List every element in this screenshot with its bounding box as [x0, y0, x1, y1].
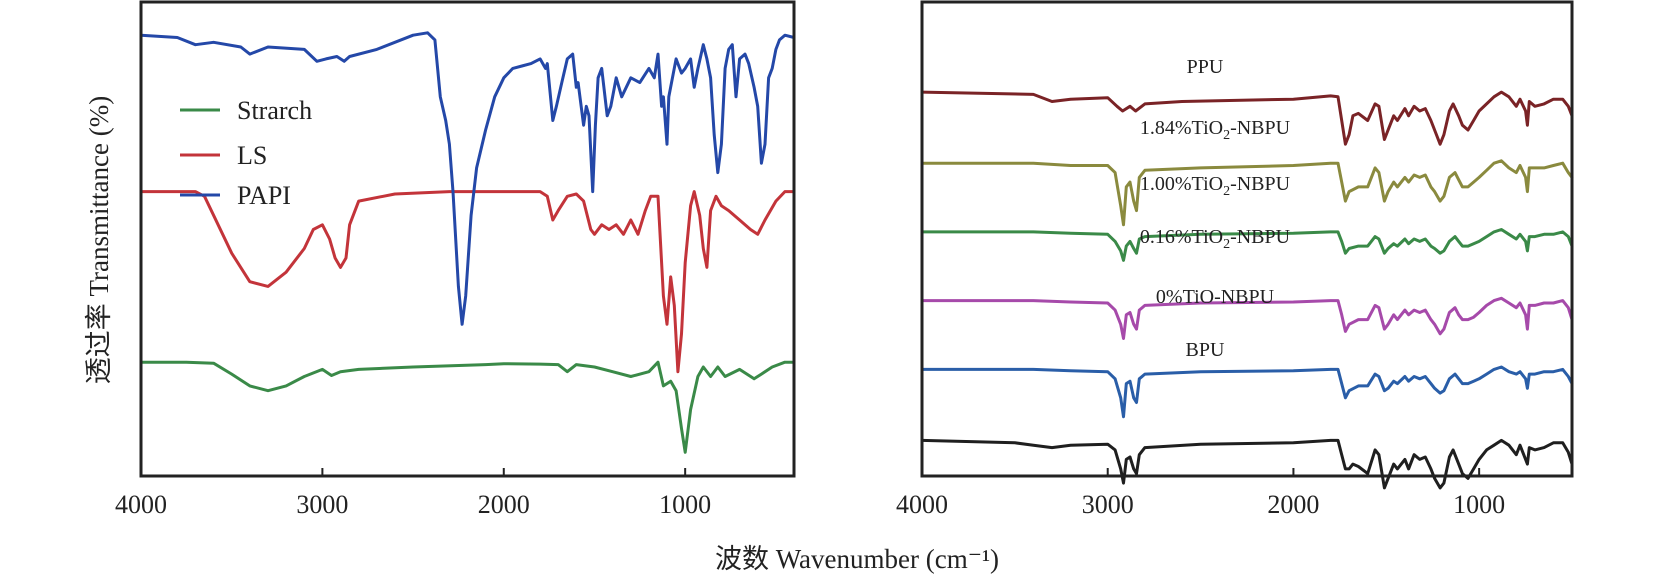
left-panel: 4000 3000 2000 1000 Strarch LS PAPI: [115, 0, 796, 519]
series-line-1-00-tio2-nbpu: [920, 228, 1574, 262]
series-line-ls: [139, 190, 796, 374]
right-panel: 4000 3000 2000 1000 PPU 1.84%TiO2-NBPU 1.00%T…: [896, 0, 1574, 519]
x-tick-label: 1000: [1453, 490, 1505, 519]
right-plot-frame: [920, 0, 1574, 478]
x-tick-label: 1000: [659, 490, 711, 519]
series-label: 1.84%TiO2-NBPU: [1140, 117, 1291, 143]
x-tick-label: 4000: [896, 490, 948, 519]
x-tick-label: 2000: [478, 490, 530, 519]
x-tick-label: 3000: [296, 490, 348, 519]
right-series-labels: PPU 1.84%TiO2-NBPU 1.00%TiO2-NBPU 0.16%TiO2…: [1140, 56, 1291, 361]
series-label: 0%TiO-NBPU: [1156, 286, 1275, 308]
left-plot-frame: [139, 0, 796, 478]
series-line-ppu: [920, 90, 1574, 146]
x-tick-label: 3000: [1082, 490, 1134, 519]
series-line-bpu: [920, 438, 1574, 490]
x-axis-title: 波数 Wavenumber (cm⁻¹): [715, 544, 999, 574]
series-line-0-16-tio2-nbpu: [920, 296, 1574, 340]
y-axis-title: 透过率 Transmittance (%): [84, 96, 114, 384]
legend-label: PAPI: [237, 181, 291, 210]
series-label: 0.16%TiO2-NBPU: [1140, 226, 1291, 252]
right-series-layer: [920, 90, 1574, 490]
left-legend: Strarch LS PAPI: [180, 96, 312, 210]
left-x-ticks: 4000 3000 2000 1000: [115, 468, 711, 519]
series-line-0-tio-nbpu: [920, 365, 1574, 419]
series-line-strarch: [139, 360, 796, 454]
series-label: PPU: [1187, 56, 1224, 78]
series-line-1-84-tio2-nbpu: [920, 159, 1574, 227]
x-tick-label: 4000: [115, 490, 167, 519]
series-label: BPU: [1186, 339, 1225, 361]
series-line-papi: [139, 31, 796, 326]
right-x-ticks: 4000 3000 2000 1000: [896, 468, 1505, 519]
legend-label: LS: [237, 141, 267, 170]
left-series-layer: [139, 31, 796, 454]
series-label: 1.00%TiO2-NBPU: [1140, 173, 1291, 199]
legend-label: Strarch: [237, 96, 312, 125]
x-tick-label: 2000: [1267, 490, 1319, 519]
